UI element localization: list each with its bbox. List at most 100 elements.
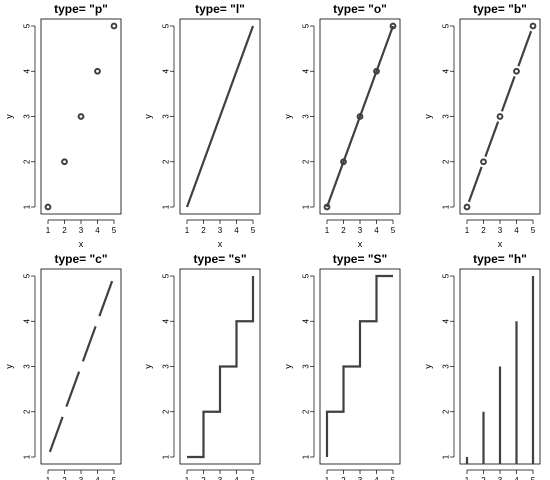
y-tick-label: 1	[302, 454, 311, 459]
series-segment	[48, 416, 64, 453]
x-tick-label: 4	[514, 226, 519, 235]
y-tick-label: 3	[23, 364, 32, 369]
y-tick-label: 5	[162, 23, 171, 28]
x-tick-label: 2	[341, 476, 346, 480]
x-tick-label: 3	[79, 226, 84, 235]
data-point	[44, 203, 52, 211]
series-segment	[517, 30, 533, 67]
x-tick-label: 2	[481, 226, 486, 235]
x-tick-label: 2	[201, 476, 206, 480]
y-axis-label: y	[423, 114, 433, 119]
y-tick-label: 2	[162, 409, 171, 414]
x-tick-label: 5	[531, 476, 536, 480]
data-point	[94, 67, 101, 75]
series-line	[325, 25, 395, 208]
x-tick-label: 4	[234, 476, 239, 480]
panel-title: type= "p"	[54, 2, 108, 16]
y-tick-label: 2	[23, 159, 32, 164]
series-segment	[500, 76, 516, 112]
plot-frame	[179, 268, 261, 465]
data-point	[463, 203, 471, 211]
y-tick-label: 1	[442, 454, 451, 459]
y-tick-label: 2	[302, 159, 311, 164]
x-axis-label: x	[218, 239, 223, 249]
x-tick-label: 5	[251, 476, 256, 480]
plot-frame	[179, 18, 261, 215]
x-tick-label: 4	[374, 476, 379, 480]
data-point	[373, 67, 380, 75]
x-tick-label: 2	[481, 476, 486, 480]
x-tick-label: 4	[374, 226, 379, 235]
y-axis-label: y	[4, 364, 14, 369]
x-axis-label: x	[358, 239, 363, 249]
x-tick-label: 2	[62, 476, 67, 480]
x-tick-label: 5	[112, 476, 117, 480]
x-tick-label: 3	[358, 476, 363, 480]
panel-title: type= "h"	[473, 252, 527, 266]
panel-l: type= "l" 1 2 3 4 5 x 1 2 3 4 5 y	[143, 2, 261, 249]
y-tick-label: 3	[162, 364, 171, 369]
y-tick-label: 3	[302, 364, 311, 369]
data-point	[323, 203, 331, 211]
y-tick-label: 1	[162, 454, 171, 459]
x-tick-label: 1	[185, 226, 190, 235]
data-point	[529, 22, 537, 30]
y-tick-label: 3	[442, 114, 451, 119]
y-tick-label: 3	[162, 114, 171, 119]
panel-title: type= "s"	[193, 252, 246, 266]
x-tick-label: 4	[514, 476, 519, 480]
y-tick-label: 4	[302, 68, 311, 73]
y-tick-label: 2	[442, 409, 451, 414]
x-tick-label: 1	[325, 226, 330, 235]
plot-frame	[40, 18, 122, 215]
y-axis-label: y	[4, 114, 14, 119]
y-tick-label: 1	[302, 204, 311, 209]
y-tick-label: 4	[23, 318, 32, 323]
y-tick-label: 5	[302, 23, 311, 28]
panel-title: type= "S"	[333, 252, 387, 266]
y-tick-label: 4	[23, 68, 32, 73]
data-point	[110, 22, 118, 30]
y-tick-label: 4	[442, 318, 451, 323]
data-point	[61, 158, 68, 166]
x-tick-label: 1	[185, 476, 190, 480]
x-tick-label: 2	[201, 226, 206, 235]
y-tick-label: 4	[162, 318, 171, 323]
y-tick-label: 5	[442, 273, 451, 278]
data-point	[340, 158, 347, 166]
plot-frame	[319, 18, 401, 215]
y-axis-label: y	[283, 114, 293, 119]
data-point	[356, 113, 364, 120]
x-tick-label: 1	[465, 476, 470, 480]
y-tick-label: 1	[23, 204, 32, 209]
y-tick-label: 5	[162, 273, 171, 278]
x-tick-label: 5	[531, 226, 536, 235]
x-tick-label: 4	[95, 476, 100, 480]
plot-frame	[40, 268, 122, 465]
y-tick-label: 2	[162, 159, 171, 164]
x-tick-label: 3	[218, 476, 223, 480]
x-tick-label: 3	[358, 226, 363, 235]
panel-title: type= "o"	[333, 2, 387, 16]
x-tick-label: 1	[46, 226, 51, 235]
x-tick-label: 3	[498, 226, 503, 235]
x-tick-label: 2	[62, 226, 67, 235]
y-tick-label: 1	[442, 204, 451, 209]
x-tick-label: 1	[465, 226, 470, 235]
series-step-line	[187, 276, 255, 459]
x-tick-label: 3	[79, 476, 84, 480]
panel-b: type= "b" 1 2 3 4 5 x 1 2 3 4 5 y	[423, 2, 541, 249]
data-point	[513, 67, 520, 75]
x-tick-label: 5	[251, 226, 256, 235]
series-segment	[467, 166, 483, 203]
series-segment	[98, 280, 114, 317]
x-tick-label: 5	[112, 226, 117, 235]
y-tick-label: 3	[23, 114, 32, 119]
panel-title: type= "l"	[195, 2, 245, 16]
y-tick-label: 4	[302, 318, 311, 323]
series-step-line	[325, 274, 393, 457]
y-tick-label: 1	[23, 454, 32, 459]
y-axis-label: y	[423, 364, 433, 369]
y-tick-label: 2	[302, 409, 311, 414]
panel-S: type= "S" 1 2 3 4 5 1 2 3 4 5 y	[283, 252, 401, 480]
